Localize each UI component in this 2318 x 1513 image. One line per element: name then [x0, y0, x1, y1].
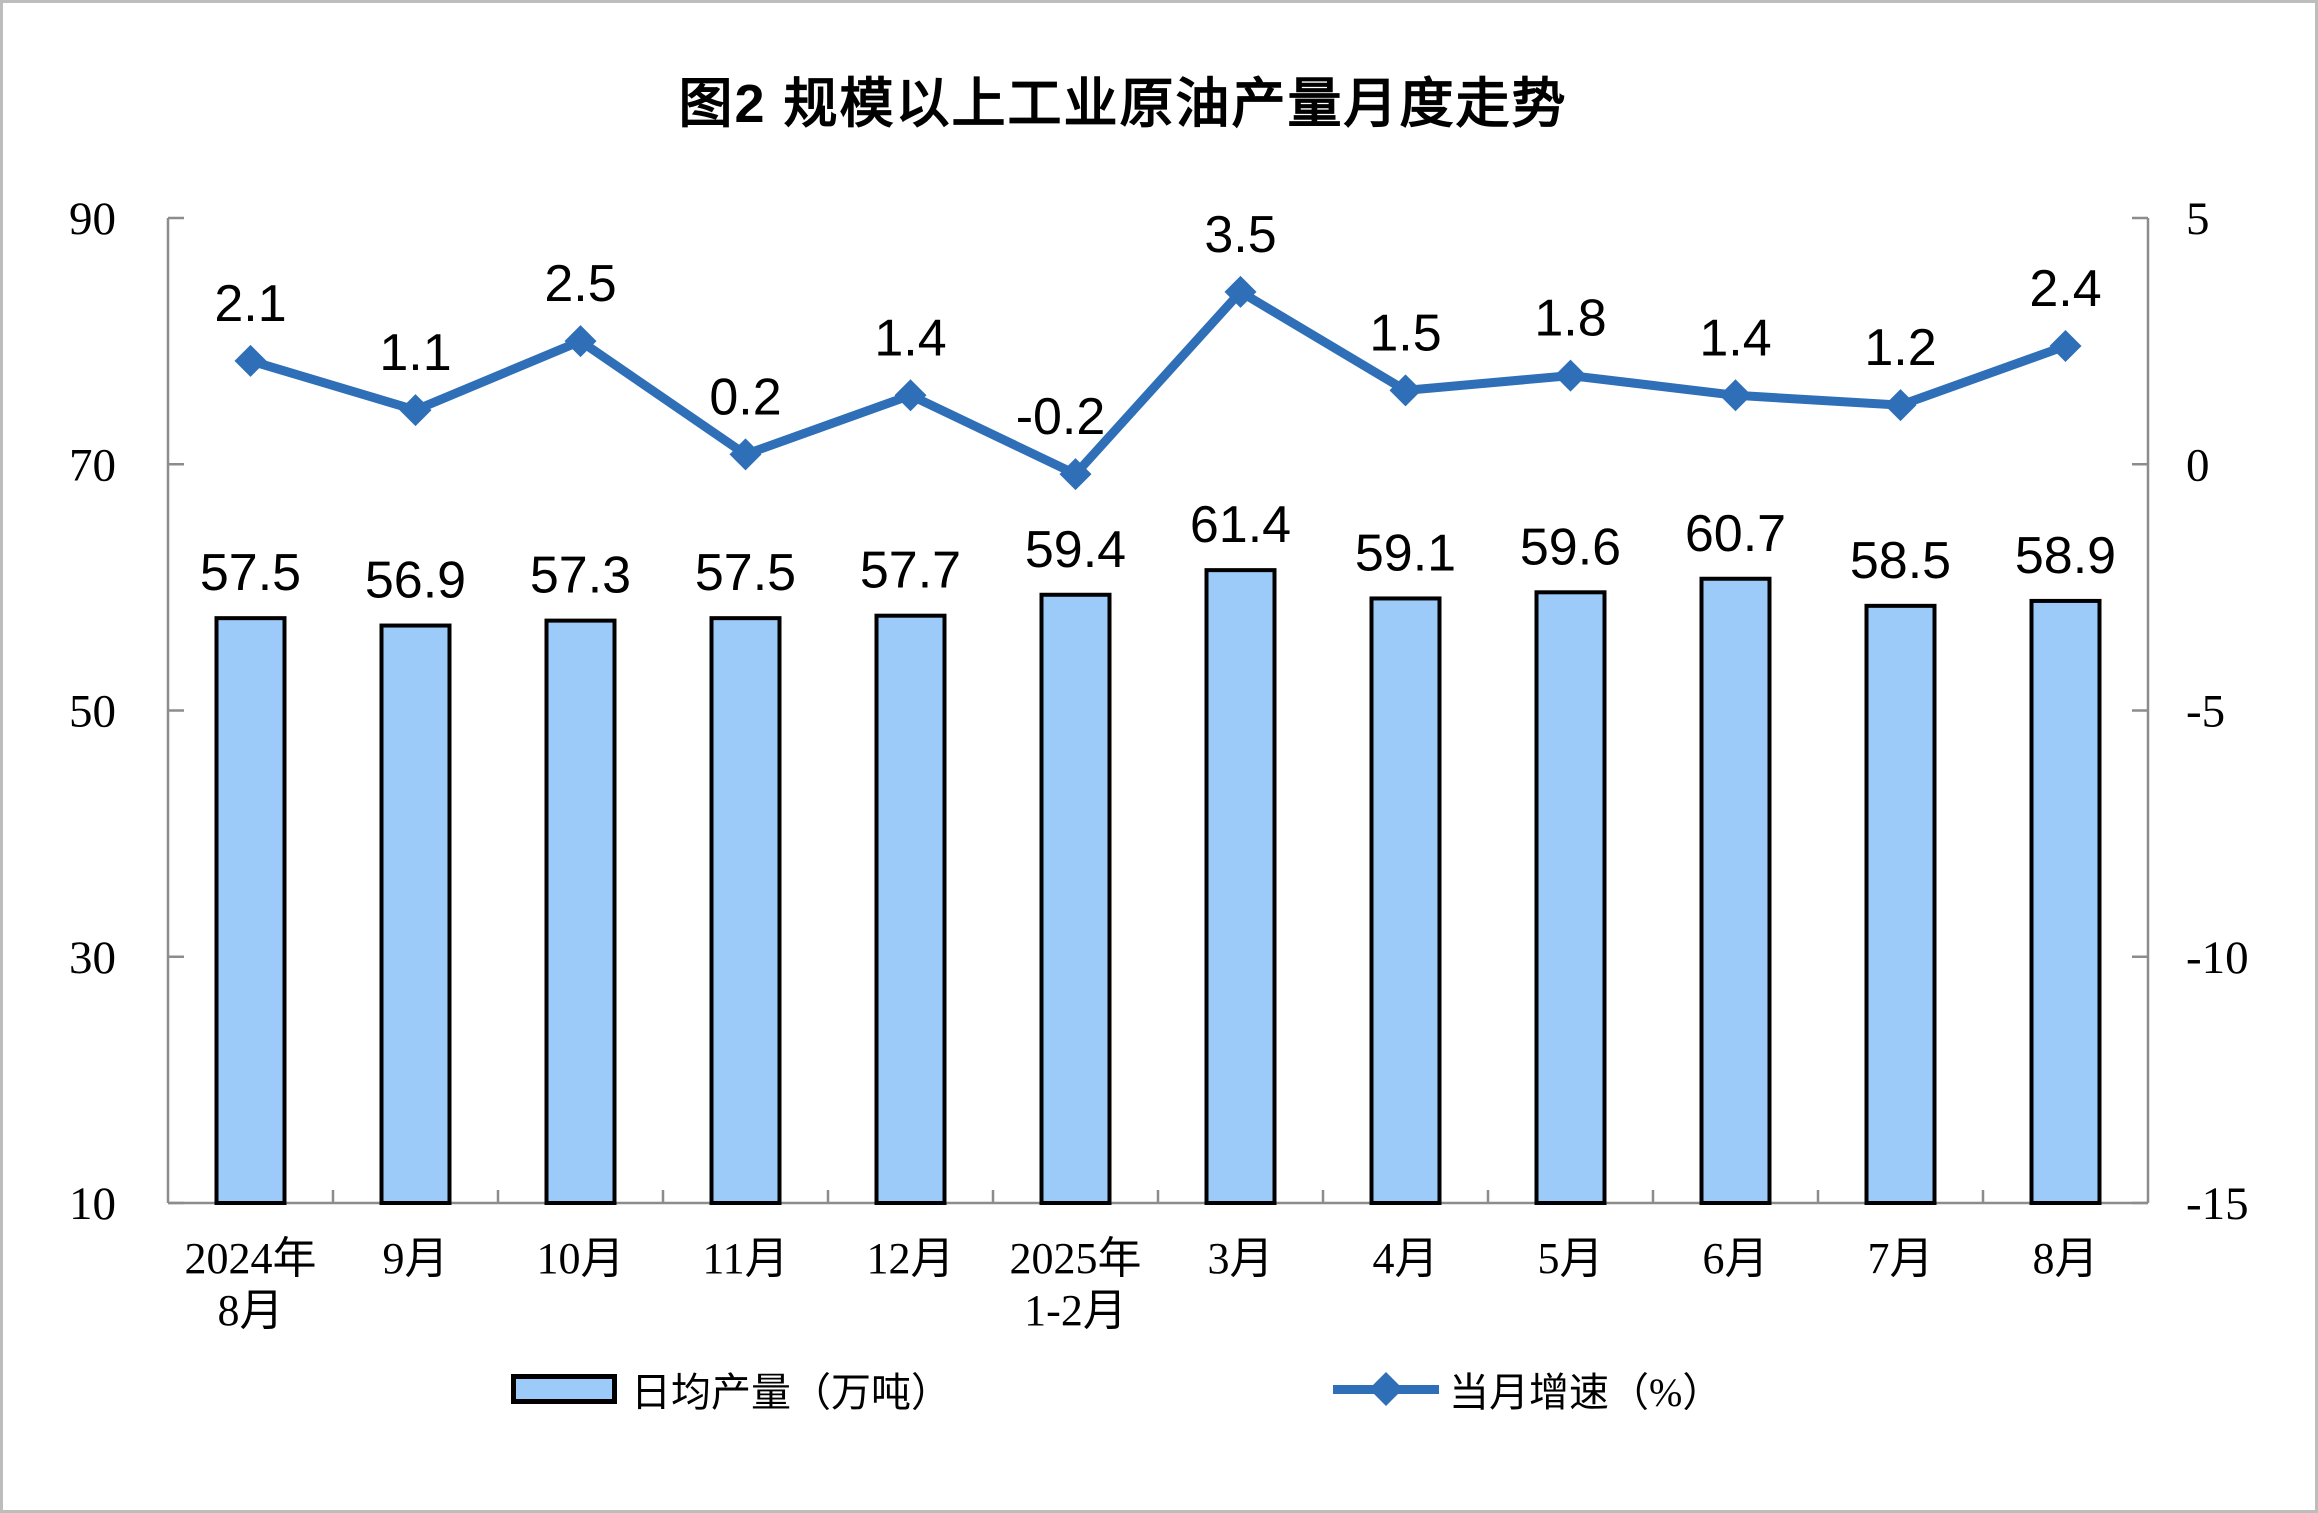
diamond-marker-icon [1884, 389, 1917, 422]
line-value-label: 1.8 [1534, 290, 1606, 348]
right-axis-tick-label: -5 [2186, 686, 2225, 738]
axes [166, 216, 2150, 1205]
diamond-marker-icon [729, 438, 762, 471]
category-label: 2024年 8月 [185, 1234, 317, 1335]
bar-value-label: 58.9 [2015, 527, 2116, 585]
legend-item-growth-rate: 当月增速（%） [1333, 1359, 1722, 1419]
diamond-marker-icon [1389, 374, 1422, 407]
growth-line [246, 287, 2070, 479]
line-value-label: 2.1 [214, 275, 286, 333]
bar [2029, 598, 2102, 1205]
diamond-marker-icon [564, 325, 597, 358]
chart-title: 图2 规模以上工业原油产量月度走势 [678, 74, 1568, 134]
left-axis-tick-label: 90 [69, 193, 116, 245]
bar-value-label: 57.7 [860, 542, 961, 600]
diamond-marker-icon [399, 394, 432, 427]
bar-value-label: 57.5 [200, 544, 301, 602]
category-labels: 2024年 8月 9月 10月 11月 12月 2025年 1-2月 3月 4月 5月 6月 7月 8月 [185, 1234, 2099, 1335]
right-axis-tick-label: 0 [2186, 439, 2210, 491]
right-axis-tick-label: 5 [2186, 193, 2210, 245]
bar [544, 618, 617, 1205]
bar-value-label: 60.7 [1685, 505, 1786, 563]
diamond-marker-icon [1059, 458, 1092, 491]
bar [1039, 592, 1112, 1205]
bar-value-label: 56.9 [365, 552, 466, 610]
category-label: 8月 [2033, 1234, 2099, 1283]
bar-value-label: 57.3 [530, 547, 631, 605]
category-label: 12月 [867, 1234, 955, 1283]
bar-value-label: 59.6 [1520, 518, 1621, 576]
category-label: 7月 [1868, 1234, 1934, 1283]
line-value-label: 1.4 [874, 309, 946, 367]
category-label: 3月 [1208, 1234, 1274, 1283]
category-label: 4月 [1373, 1234, 1439, 1283]
category-label: 11月 [702, 1234, 788, 1283]
category-label: 5月 [1538, 1234, 1604, 1283]
diamond-marker-icon [234, 344, 267, 377]
diamond-marker-icon [2049, 330, 2082, 363]
diamond-marker-icon [1719, 379, 1752, 412]
diamond-marker-icon [1224, 275, 1257, 308]
line-value-label: 1.2 [1864, 319, 1936, 377]
bar [1864, 603, 1937, 1205]
bar-series [214, 568, 2102, 1205]
line-value-label: 3.5 [1204, 206, 1276, 264]
bar [709, 616, 782, 1205]
right-axis-tick-label: -10 [2186, 932, 2249, 984]
diamond-marker-icon [1554, 359, 1587, 392]
legend-item-daily-output: 日均产量（万吨） [511, 1359, 951, 1419]
bar [1369, 596, 1442, 1205]
chart-legend: 日均产量（万吨） 当月增速（%） [3, 1359, 2315, 1419]
axis-tick-labels: 10 30 50 70 90 -15 -10 -5 0 5 [69, 193, 2249, 1230]
line-series-swatch-icon [1333, 1372, 1439, 1406]
bar [1204, 568, 1277, 1205]
bar-value-label: 58.5 [1850, 532, 1951, 590]
category-label: 6月 [1703, 1234, 1769, 1283]
bar-series-swatch-icon [511, 1374, 617, 1404]
bar-value-label: 61.4 [1190, 496, 1291, 554]
right-axis-tick-label: -15 [2186, 1178, 2249, 1230]
bar-value-label: 59.1 [1355, 524, 1456, 582]
bar-value-label: 57.5 [695, 544, 796, 602]
line-value-label: 2.4 [2029, 260, 2101, 318]
line-value-labels: 2.1 1.1 2.5 0.2 1.4 -0.2 3.5 1.5 1.8 1.4 1.2 2.4 [214, 206, 2101, 446]
category-label: 10月 [537, 1234, 625, 1283]
bar [1699, 576, 1772, 1205]
bar [874, 613, 947, 1205]
bar-value-label: 59.4 [1025, 521, 1126, 579]
left-axis-tick-label: 10 [69, 1178, 116, 1230]
legend-label-daily-output: 日均产量（万吨） [631, 1370, 951, 1415]
diamond-marker-icon [894, 379, 927, 412]
left-axis-tick-label: 50 [69, 686, 116, 738]
legend-label-growth-rate: 当月增速（%） [1449, 1370, 1723, 1415]
line-value-label: 1.1 [379, 324, 451, 382]
line-value-label: 1.5 [1369, 304, 1441, 362]
bar [1534, 590, 1607, 1205]
bar [379, 623, 452, 1205]
line-value-label: 2.5 [544, 255, 616, 313]
category-label: 2025年 1-2月 [1010, 1234, 1142, 1335]
left-axis-tick-label: 30 [69, 932, 116, 984]
line-value-label: -0.2 [1016, 388, 1106, 446]
line-value-label: 1.4 [1699, 309, 1771, 367]
left-axis-tick-label: 70 [69, 439, 116, 491]
diamond-marker-icon [1369, 1372, 1403, 1406]
line-value-label: 0.2 [709, 368, 781, 426]
category-label: 9月 [383, 1234, 449, 1283]
bar-value-labels: 57.5 56.9 57.3 57.5 57.7 59.4 61.4 59.1 59.6 60.7… [200, 496, 2116, 609]
line-markers [234, 275, 2082, 491]
bar [214, 616, 287, 1205]
